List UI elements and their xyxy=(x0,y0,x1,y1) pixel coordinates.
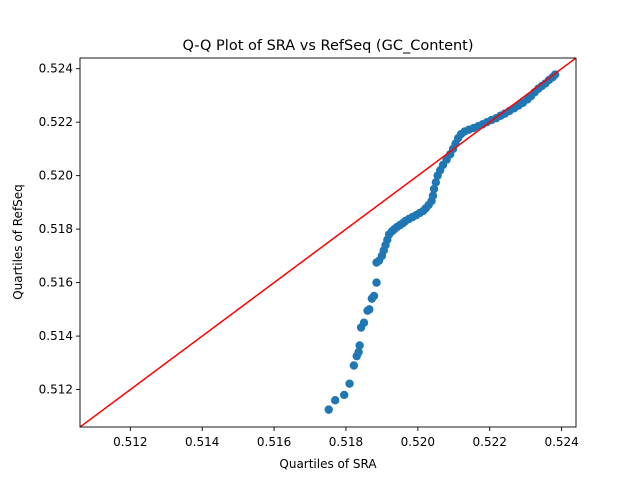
x-tick-label-4: 0.520 xyxy=(401,435,435,449)
y-tick-label-2: 0.516 xyxy=(39,276,73,290)
x-tick-label-1: 0.514 xyxy=(185,435,219,449)
x-tick-label-5: 0.522 xyxy=(473,435,507,449)
y-tick-label-0: 0.512 xyxy=(39,383,73,397)
data-point-7 xyxy=(355,341,364,350)
x-tick-label-0: 0.512 xyxy=(113,435,147,449)
data-point-1 xyxy=(330,396,340,405)
data-point-38 xyxy=(431,178,441,187)
plot-frame xyxy=(79,57,577,428)
chart-title: Q-Q Plot of SRA vs RefSeq (GC_Content) xyxy=(182,38,473,54)
data-point-11 xyxy=(365,305,374,314)
y-tick-label-1: 0.514 xyxy=(39,329,73,343)
data-point-2 xyxy=(339,390,349,400)
x-axis-ticks: 0.512 0.514 0.516 0.518 0.520 0.522 0.524 xyxy=(113,427,579,449)
data-point-6 xyxy=(354,347,363,357)
data-point-3 xyxy=(345,379,354,388)
x-axis-label: Quartiles of SRA xyxy=(279,457,377,471)
x-tick-label-6: 0.524 xyxy=(544,435,578,449)
y-tick-label-3: 0.518 xyxy=(39,222,73,236)
y-tick-label-6: 0.524 xyxy=(39,62,73,76)
data-point-4 xyxy=(349,361,359,370)
y-tick-label-4: 0.520 xyxy=(39,169,73,183)
y-axis-ticks: 0.512 0.514 0.516 0.518 0.520 0.522 0.524 xyxy=(39,62,80,397)
x-tick-label-3: 0.518 xyxy=(329,435,363,449)
data-point-36 xyxy=(428,191,438,200)
data-point-14 xyxy=(372,278,381,287)
y-axis-label: Quartiles of RefSeq xyxy=(11,184,25,300)
x-tick-label-2: 0.516 xyxy=(257,435,291,449)
data-point-0 xyxy=(324,405,333,414)
reference-line xyxy=(80,58,576,427)
data-point-13 xyxy=(369,291,379,301)
data-point-9 xyxy=(359,318,369,327)
data-point-37 xyxy=(429,184,439,194)
y-tick-label-5: 0.522 xyxy=(39,115,73,129)
